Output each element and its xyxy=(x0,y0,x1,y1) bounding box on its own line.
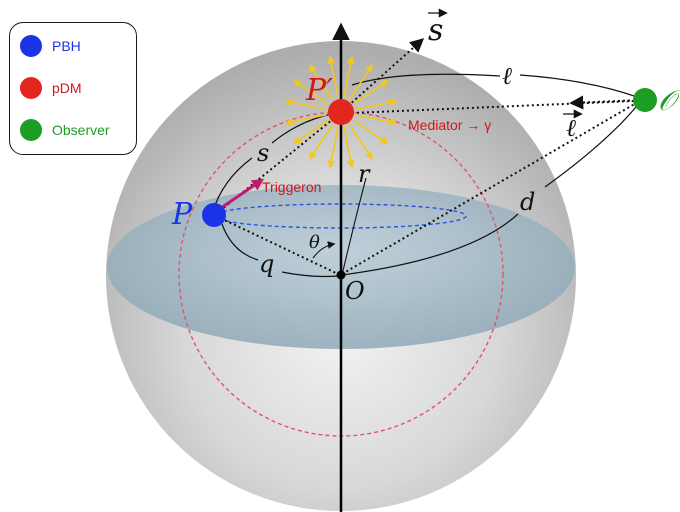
legend-dot-observer xyxy=(20,119,42,141)
label-observer: 𝒪 xyxy=(658,84,680,117)
emission-ray xyxy=(355,98,398,110)
label-s: s xyxy=(257,139,269,167)
emission-ray xyxy=(353,119,389,144)
q-curve xyxy=(221,223,259,261)
emission-rays xyxy=(284,55,398,169)
emission-ray xyxy=(327,126,339,169)
emission-ray xyxy=(355,114,398,126)
label-q: q xyxy=(259,250,274,278)
triggeron-arrow xyxy=(217,178,264,212)
origin-point xyxy=(336,270,346,280)
legend-label-pbh: PBH xyxy=(52,38,81,54)
emission-ray xyxy=(348,124,373,160)
ell-curve-right xyxy=(519,74,641,99)
emission-ray xyxy=(353,80,389,105)
d-curve-right xyxy=(544,101,641,188)
legend-label-observer: Observer xyxy=(52,122,110,138)
legend-item-pbh: PBH xyxy=(10,33,81,59)
pdm-point xyxy=(328,99,354,125)
theta-arc xyxy=(312,241,336,259)
label-r: r xyxy=(358,160,371,188)
ell-curve xyxy=(351,73,501,86)
ell-vector-arrow xyxy=(569,95,641,110)
legend-item-observer: Observer xyxy=(10,117,110,143)
legend: PBH pDM Observer xyxy=(9,22,137,155)
emission-ray xyxy=(348,64,373,100)
label-p: P xyxy=(171,197,193,232)
emission-ray xyxy=(309,64,334,100)
r-curve xyxy=(341,177,367,276)
emission-ray xyxy=(284,98,327,110)
dotted-pprime-to-observer xyxy=(351,100,635,114)
legend-label-pdm: pDM xyxy=(52,80,82,96)
emission-ray xyxy=(284,114,327,126)
observer-point xyxy=(633,88,657,112)
label-origin: O xyxy=(345,277,365,305)
q-curve-right xyxy=(281,271,339,278)
label-s-vector: s xyxy=(428,13,443,48)
label-d: d xyxy=(520,188,535,216)
legend-dot-pbh xyxy=(20,35,42,57)
legend-item-pdm: pDM xyxy=(10,75,82,101)
label-ell-vector: ℓ xyxy=(566,114,576,142)
pbh-point xyxy=(202,203,226,227)
s-vector-arrow xyxy=(347,38,425,107)
emission-ray xyxy=(309,124,334,160)
label-ell: ℓ xyxy=(502,62,512,90)
emission-ray xyxy=(293,80,329,105)
legend-dot-pdm xyxy=(20,77,42,99)
label-p-prime: P′ xyxy=(305,73,333,108)
emission-ray xyxy=(293,119,329,144)
label-theta: θ xyxy=(309,232,320,253)
dotted-o-to-observer xyxy=(341,101,639,275)
emission-ray xyxy=(343,126,355,169)
d-curve xyxy=(341,213,519,276)
label-triggeron: Triggeron xyxy=(262,179,321,195)
label-mediator: Mediator → γ xyxy=(408,117,491,133)
emission-ray xyxy=(327,55,339,98)
emission-ray xyxy=(343,55,355,98)
